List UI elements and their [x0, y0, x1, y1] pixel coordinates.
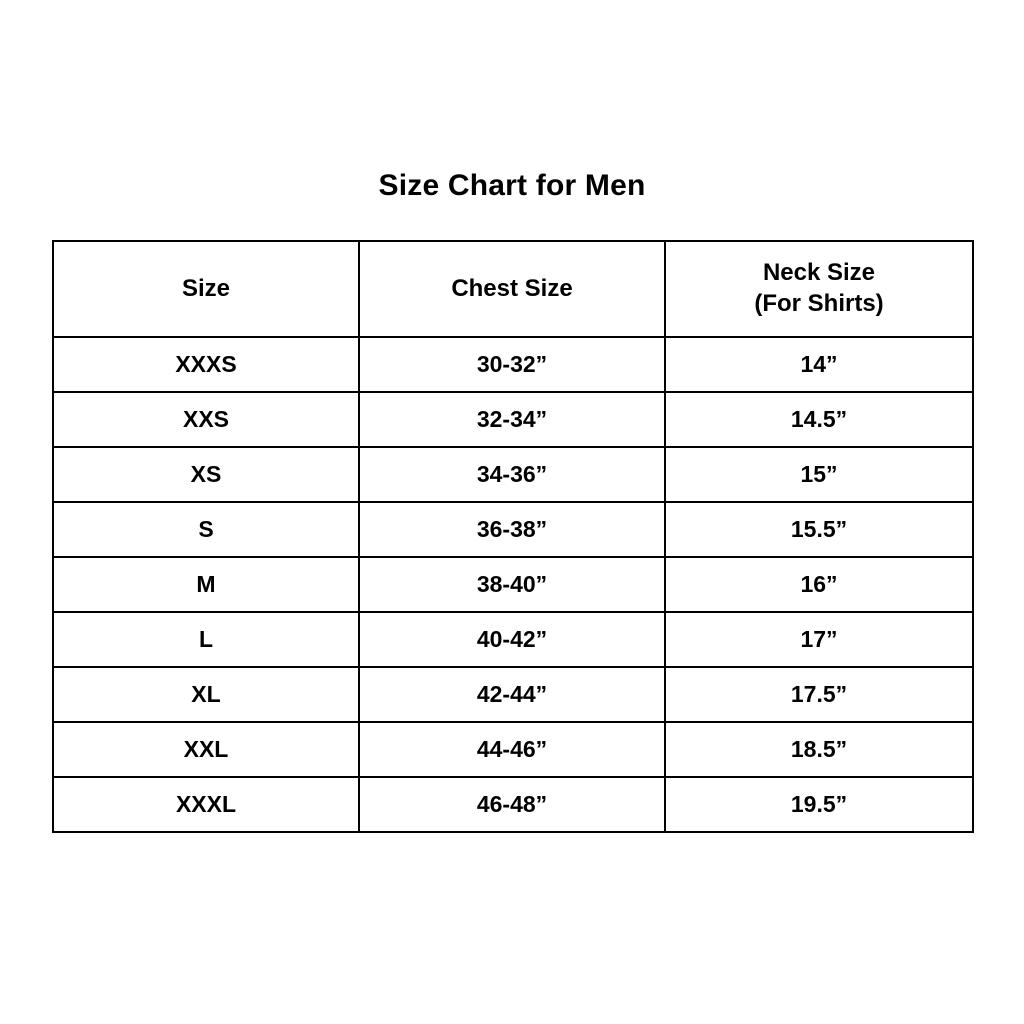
table-row: XXXS 30-32” 14”	[52, 336, 974, 393]
size-chart-table-container: Size Chest Size Neck Size (For Shirts) X…	[52, 240, 974, 833]
cell-neck: 17”	[664, 611, 974, 668]
cell-chest: 36-38”	[358, 501, 666, 558]
cell-size: M	[52, 556, 360, 613]
cell-size: S	[52, 501, 360, 558]
cell-size: L	[52, 611, 360, 668]
table-header-row: Size Chest Size Neck Size (For Shirts)	[52, 240, 974, 338]
cell-chest: 32-34”	[358, 391, 666, 448]
cell-size: XXS	[52, 391, 360, 448]
cell-chest: 38-40”	[358, 556, 666, 613]
table-row: XS 34-36” 15”	[52, 446, 974, 503]
table-row: XXL 44-46” 18.5”	[52, 721, 974, 778]
cell-size: XXXL	[52, 776, 360, 833]
column-header-size-line1: Size	[181, 274, 231, 302]
cell-neck: 16”	[664, 556, 974, 613]
cell-chest: 40-42”	[358, 611, 666, 668]
cell-neck: 19.5”	[664, 776, 974, 833]
column-header-neck-size-line1: Neck Size	[762, 259, 876, 287]
table-row: M 38-40” 16”	[52, 556, 974, 613]
table-row: XXXL 46-48” 19.5”	[52, 776, 974, 833]
table-row: L 40-42” 17”	[52, 611, 974, 668]
cell-neck: 14.5”	[664, 391, 974, 448]
column-header-chest-size: Chest Size	[358, 240, 666, 338]
table-row: XXS 32-34” 14.5”	[52, 391, 974, 448]
cell-size: XS	[52, 446, 360, 503]
table-row: S 36-38” 15.5”	[52, 501, 974, 558]
cell-chest: 44-46”	[358, 721, 666, 778]
column-header-neck-size-line2: (For Shirts)	[754, 290, 884, 317]
table-body: XXXS 30-32” 14” XXS 32-34” 14.5” XS 34-3…	[52, 336, 974, 833]
cell-neck: 15”	[664, 446, 974, 503]
cell-chest: 34-36”	[358, 446, 666, 503]
cell-chest: 46-48”	[358, 776, 666, 833]
cell-neck: 15.5”	[664, 501, 974, 558]
cell-neck: 17.5”	[664, 666, 974, 723]
column-header-chest-size-line1: Chest Size	[451, 274, 573, 302]
size-chart-table: Size Chest Size Neck Size (For Shirts) X…	[52, 240, 974, 833]
cell-size: XXXS	[52, 336, 360, 393]
column-header-neck-size: Neck Size (For Shirts)	[664, 240, 974, 338]
cell-neck: 14”	[664, 336, 974, 393]
cell-chest: 30-32”	[358, 336, 666, 393]
cell-size: XL	[52, 666, 360, 723]
cell-size: XXL	[52, 721, 360, 778]
column-header-size: Size	[52, 240, 360, 338]
cell-neck: 18.5”	[664, 721, 974, 778]
page-title: Size Chart for Men	[378, 169, 646, 202]
table-row: XL 42-44” 17.5”	[52, 666, 974, 723]
table-header: Size Chest Size Neck Size (For Shirts)	[52, 240, 974, 338]
cell-chest: 42-44”	[358, 666, 666, 723]
